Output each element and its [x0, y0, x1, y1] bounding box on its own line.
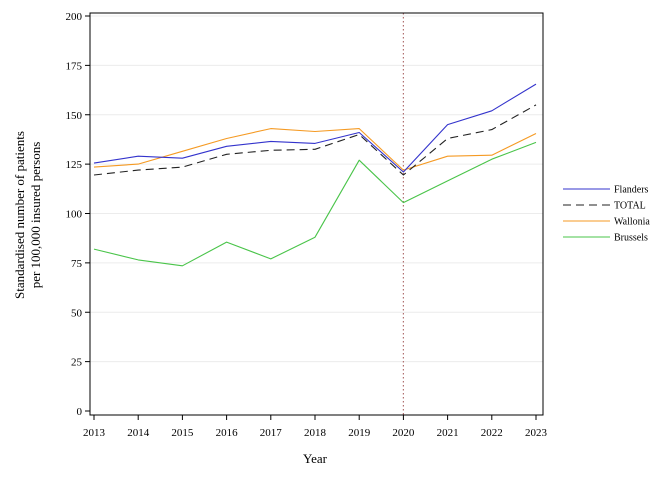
legend: Flanders TOTAL Wallonia Brussels: [563, 185, 650, 244]
x-tick-label-2013: 2013: [83, 427, 106, 439]
y-tick-label-200: 200: [66, 11, 83, 23]
x-tick-label-2018: 2018: [304, 427, 327, 439]
x-tick-label-2016: 2016: [216, 427, 239, 439]
gridlines: [90, 15, 543, 363]
x-tick-label-2020: 2020: [392, 427, 415, 439]
x-tick-label-2022: 2022: [481, 427, 503, 439]
y-tick-label-100: 100: [66, 209, 83, 221]
y-tick-label-75: 75: [71, 258, 83, 270]
series-layer: [93, 83, 537, 267]
legend-label-total: TOTAL: [614, 201, 646, 212]
legend-label-wallonia: Wallonia: [614, 217, 650, 228]
y-tick-label-150: 150: [66, 110, 83, 122]
legend-label-brussels: Brussels: [614, 233, 648, 244]
series-line-total: [93, 104, 537, 176]
y-tick-label-0: 0: [77, 406, 83, 418]
y-axis: 0 25 50 75 100 125 150 175 200: [66, 11, 90, 418]
x-axis: 2013 2014 2015 2016 2017 2018 2019 2020 2021 2022…: [83, 415, 548, 439]
series-line-wallonia: [93, 128, 537, 171]
legend-label-flanders: Flanders: [614, 185, 649, 196]
x-tick-label-2015: 2015: [171, 427, 194, 439]
x-tick-label-2019: 2019: [348, 427, 371, 439]
y-tick-label-25: 25: [71, 357, 83, 369]
y-tick-label-125: 125: [66, 159, 83, 171]
y-tick-label-50: 50: [71, 307, 83, 319]
series-line-brussels: [93, 141, 537, 267]
y-axis-title-line-1: Standardised number of patients: [12, 131, 27, 299]
x-tick-label-2014: 2014: [127, 427, 150, 439]
x-tick-label-2017: 2017: [260, 427, 283, 439]
y-tick-label-175: 175: [66, 60, 83, 72]
x-tick-label-2023: 2023: [525, 427, 548, 439]
y-axis-title-line-2: per 100,000 insured persons: [28, 142, 43, 289]
x-axis-title: Year: [303, 451, 328, 466]
x-tick-label-2021: 2021: [437, 427, 459, 439]
series-line-flanders: [93, 83, 537, 173]
